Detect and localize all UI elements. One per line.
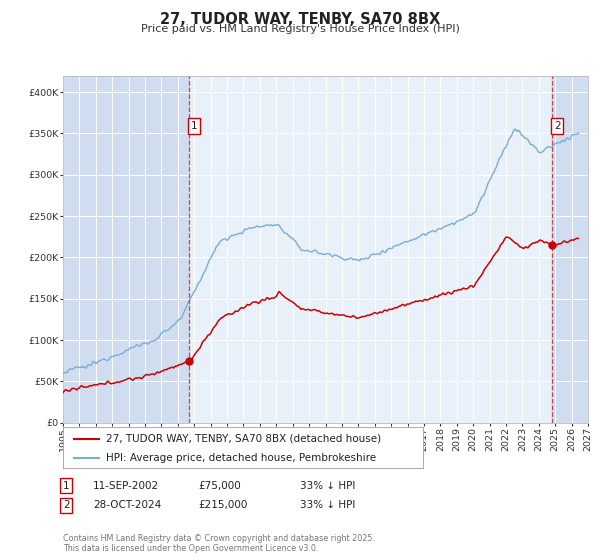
Text: Price paid vs. HM Land Registry's House Price Index (HPI): Price paid vs. HM Land Registry's House …	[140, 24, 460, 34]
Bar	[63, 76, 190, 423]
Text: 1: 1	[191, 121, 198, 131]
Text: 27, TUDOR WAY, TENBY, SA70 8BX (detached house): 27, TUDOR WAY, TENBY, SA70 8BX (detached…	[106, 433, 382, 444]
Text: HPI: Average price, detached house, Pembrokeshire: HPI: Average price, detached house, Pemb…	[106, 452, 376, 463]
Text: 33% ↓ HPI: 33% ↓ HPI	[300, 480, 355, 491]
Point	[548, 241, 557, 250]
Text: Contains HM Land Registry data © Crown copyright and database right 2025.
This d: Contains HM Land Registry data © Crown c…	[63, 534, 375, 553]
Text: 33% ↓ HPI: 33% ↓ HPI	[300, 500, 355, 510]
Text: £215,000: £215,000	[198, 500, 247, 510]
Point	[185, 356, 194, 365]
Text: 28-OCT-2024: 28-OCT-2024	[93, 500, 161, 510]
Text: 11-SEP-2002: 11-SEP-2002	[93, 480, 159, 491]
Text: 1: 1	[63, 480, 70, 491]
Text: £75,000: £75,000	[198, 480, 241, 491]
Text: 2: 2	[554, 121, 560, 131]
Text: 27, TUDOR WAY, TENBY, SA70 8BX: 27, TUDOR WAY, TENBY, SA70 8BX	[160, 12, 440, 27]
Bar	[553, 76, 588, 423]
Text: 2: 2	[63, 500, 70, 510]
